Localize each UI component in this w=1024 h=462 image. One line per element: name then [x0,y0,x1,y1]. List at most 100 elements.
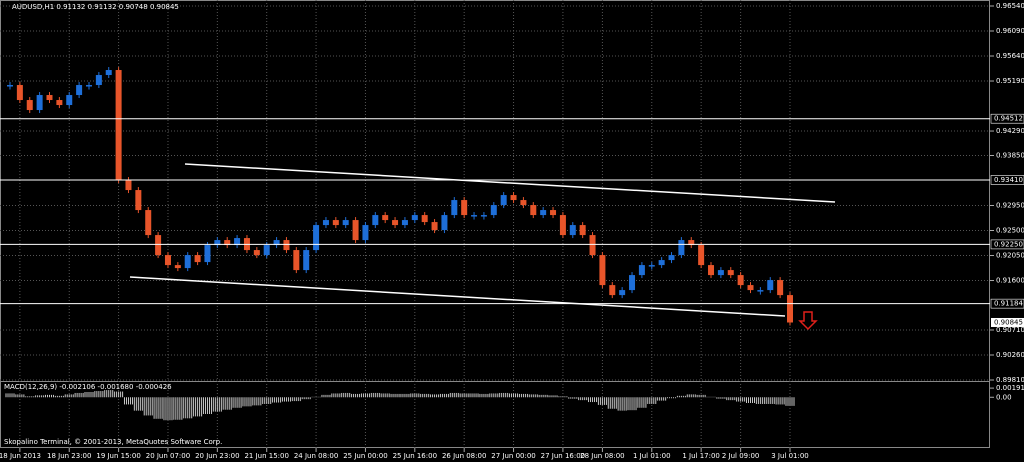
candle [145,210,152,236]
candle [164,255,171,266]
footer: Skopalino Terminal, © 2001-2013, MetaQuo… [4,438,222,446]
candle [708,265,715,276]
candle [471,215,478,217]
level-label: 0.94512 [994,115,1023,123]
candle [16,85,23,101]
candle [559,215,566,236]
candle [303,250,310,271]
candle [342,220,349,226]
candle [569,225,576,236]
y-tick-label: 0.94290 [996,127,1024,135]
y-tick-label: 0.00 [996,393,1012,401]
y-tick-label: 0.96090 [996,27,1024,35]
candle [293,250,300,271]
candle [263,245,270,256]
candle [599,255,606,286]
trend-line-lower [129,276,786,317]
x-tick-label: 1 Jul 01:00 [633,452,671,460]
current-price-box [991,317,1024,327]
candle [767,280,774,291]
candle [421,215,428,223]
candle [737,275,744,286]
candle [540,210,547,216]
x-tick-label: 19 Jun 15:00 [96,452,140,460]
x-tick-label: 28 Jun 08:00 [580,452,624,460]
candle [461,200,468,216]
candle [757,290,764,292]
candle [362,225,369,241]
candle [105,70,112,76]
candle [579,225,586,236]
candle [332,220,339,226]
candle [115,70,122,181]
level-label: 0.92250 [994,240,1023,248]
candle [204,245,211,263]
level-label: 0.93410 [994,176,1023,184]
macd-title: MACD(12,26,9) -0.002106 -0.001680 -0.000… [4,383,172,391]
y-tick-label: 0.96540 [996,2,1024,10]
candle [234,238,241,246]
candle [629,275,636,291]
y-tick-label: 0.93850 [996,151,1024,159]
candle [382,215,389,221]
candle [500,195,507,206]
x-tick-label: 24 Jun 08:00 [294,452,338,460]
candle [125,180,132,191]
x-tick-label: 1 Jul 17:00 [682,452,720,460]
candle [688,240,695,246]
candle [184,255,191,269]
trend-line-upper [184,163,836,203]
level-box [990,113,1024,124]
candle [36,95,43,111]
candle [638,265,645,276]
candle [352,220,359,241]
candle [451,200,458,216]
candle [283,240,290,251]
candle [411,215,418,221]
candle [717,270,724,276]
x-tick-label: 27 Jun 00:00 [491,452,535,460]
candle [658,260,665,266]
x-tick-label: 27 Jun 16:00 [541,452,585,460]
y-tick-label: 0.91600 [996,277,1024,285]
candle [480,215,487,217]
x-tick-label: 20 Jun 07:00 [146,452,190,460]
x-tick-label: 21 Jun 15:00 [244,452,288,460]
candle [609,285,616,296]
candle [214,240,221,246]
candle [372,215,379,226]
x-tick-label: 18 Jun 23:00 [47,452,91,460]
candle [589,235,596,256]
candle [678,240,685,256]
y-tick-label: 0.90710 [996,326,1024,334]
frame [0,0,990,448]
candle [441,215,448,231]
candle [668,255,675,261]
candle [747,285,754,291]
candle [392,220,399,226]
candle [135,190,142,211]
x-tick-label: 26 Jun 08:00 [442,452,486,460]
y-tick-label: 0.92950 [996,202,1024,210]
y-tick-label: 0.001914 [996,384,1024,392]
candle [7,85,13,87]
chart-title: AUDUSD,H1 0.91132 0.91132 0.90748 0.9084… [12,3,179,11]
candle [174,265,181,269]
candle [194,255,201,263]
candle [648,265,655,267]
level-box [990,298,1024,309]
level-box [990,239,1024,250]
x-tick-label: 25 Jun 00:00 [343,452,387,460]
candle [253,250,260,256]
candle [698,245,705,266]
candle [727,270,734,276]
candle [26,100,33,111]
candle [787,295,793,323]
current-price-label: 0.90845 [994,318,1023,326]
y-tick-label: 0.90260 [996,351,1024,359]
candle [431,222,438,231]
y-tick-label: 0.89810 [996,376,1024,384]
y-tick-label: 0.92500 [996,227,1024,235]
